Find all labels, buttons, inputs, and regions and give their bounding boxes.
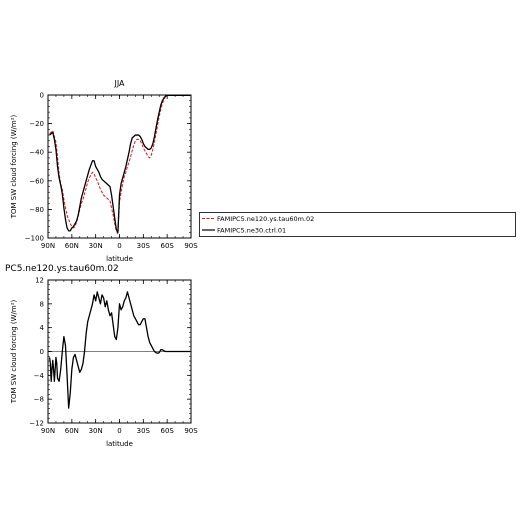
x-tick-label: 60N — [65, 242, 79, 250]
bottom-y-ticks: 12 8 4 0 −4 −8 −12 — [29, 277, 191, 428]
y-tick-label: −8 — [34, 396, 44, 404]
y-tick-label: −60 — [29, 177, 44, 185]
y-tick-label: 0 — [40, 348, 44, 356]
x-tick-label: 0 — [117, 427, 121, 435]
bottom-title: PC5.ne120.ys.tau60m.02 — [5, 264, 119, 274]
x-tick-label: 30S — [137, 427, 151, 435]
y-tick-label: 12 — [35, 277, 44, 285]
top-x-ticks: 90N 60N 30N 0 30S 60S 90S — [41, 95, 198, 250]
top-title: JJA — [113, 79, 125, 88]
y-tick-label: −4 — [34, 372, 45, 380]
x-tick-label: 90S — [184, 427, 198, 435]
x-tick-label: 30S — [137, 242, 151, 250]
x-tick-label: 30N — [89, 427, 103, 435]
y-tick-label: −12 — [29, 420, 44, 428]
top-plot-area — [49, 94, 191, 235]
x-tick-label: 60S — [160, 427, 174, 435]
y-tick-label: 8 — [40, 300, 44, 308]
y-tick-label: −40 — [29, 149, 44, 157]
legend-label-ne30: FAMIPC5.ne30.ctrl.01 — [217, 227, 286, 235]
bottom-x-label: latitude — [106, 440, 133, 448]
y-tick-label: 0 — [40, 92, 44, 100]
series-line-1-0 — [48, 291, 191, 409]
bottom-plot-area — [48, 291, 191, 409]
y-tick-label: 4 — [40, 324, 45, 332]
x-tick-label: 0 — [117, 242, 121, 250]
top-x-label: latitude — [106, 255, 133, 263]
y-tick-label: −80 — [29, 206, 44, 214]
top-y-label: TOM SW cloud forcing (W/m²) — [10, 114, 18, 219]
x-tick-label: 90S — [184, 242, 198, 250]
series-line-0-1 — [49, 94, 191, 233]
top-y-ticks: 0 −20 −40 −60 −80 −100 — [25, 92, 191, 243]
legend-label-ne120: FAMIPC5.ne120.ys.tau60m.02 — [217, 215, 314, 223]
bottom-panel: PC5.ne120.ys.tau60m.02 90N 60N 30N 0 30S 60S 9… — [5, 264, 198, 448]
x-tick-label: 90N — [41, 427, 55, 435]
x-tick-label: 90N — [41, 242, 55, 250]
series-line-0-0 — [49, 94, 191, 235]
bottom-x-ticks: 90N 60N 30N 0 30S 60S 90S — [41, 280, 198, 435]
top-plot-frame — [47, 94, 192, 239]
bottom-y-label: TOM SW cloud forcing (W/m²) — [10, 299, 18, 404]
top-panel: JJA 90N 60N 30N 0 30S 60S 90S 0 −20 −40 −60 −80 −10… — [10, 79, 198, 263]
x-tick-label: 60N — [65, 427, 79, 435]
x-tick-label: 60S — [160, 242, 174, 250]
legend-box — [199, 212, 516, 237]
y-tick-label: −20 — [29, 120, 44, 128]
y-tick-label: −100 — [25, 235, 44, 243]
x-tick-label: 30N — [89, 242, 103, 250]
legend: FAMIPC5.ne120.ys.tau60m.02 FAMIPC5.ne30.… — [199, 212, 516, 237]
